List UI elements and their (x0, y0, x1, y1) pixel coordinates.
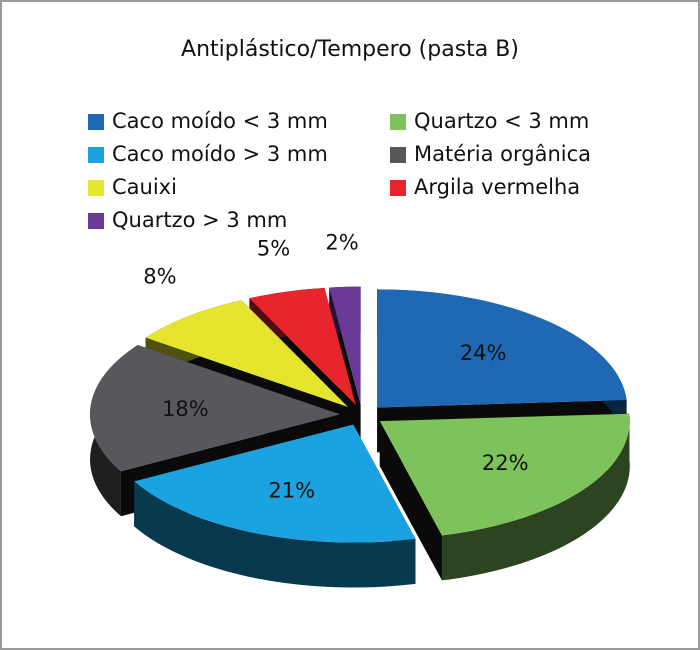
legend-label: Argila vermelha (414, 175, 580, 199)
legend-label: Quartzo > 3 mm (112, 208, 287, 232)
legend-swatch (88, 147, 104, 163)
legend-label: Cauixi (112, 175, 177, 199)
value-label: 24% (460, 341, 507, 365)
slice-wall (379, 421, 442, 581)
slice-group (379, 413, 630, 581)
slice-side (441, 413, 630, 581)
pie-slice (145, 300, 348, 407)
pie-slice (90, 344, 341, 472)
pie-slice (134, 424, 416, 543)
value-label: 8% (143, 265, 176, 289)
slice-group (134, 424, 416, 588)
value-label: 18% (162, 397, 209, 421)
value-label: 21% (268, 479, 315, 503)
chart-title: Antiplástico/Tempero (pasta B) (181, 37, 519, 62)
legend-swatch (390, 114, 406, 130)
value-label: 22% (482, 451, 529, 475)
legend-swatch (390, 180, 406, 196)
value-label: 2% (325, 231, 358, 255)
legend-swatch (88, 213, 104, 229)
legend-swatch (390, 147, 406, 163)
pie-slice (249, 287, 356, 406)
legend-label: Caco moído > 3 mm (112, 142, 328, 166)
legend-label: Quartzo < 3 mm (414, 109, 589, 133)
pie-slice (379, 413, 630, 536)
legend-swatch (88, 114, 104, 130)
pie-slice (377, 289, 627, 408)
value-label: 5% (257, 236, 290, 260)
legend-label: Caco moído < 3 mm (112, 109, 328, 133)
legend-swatch (88, 180, 104, 196)
legend-label: Matéria orgânica (414, 142, 591, 166)
slice-side (134, 481, 416, 588)
pie-slice (329, 286, 361, 405)
